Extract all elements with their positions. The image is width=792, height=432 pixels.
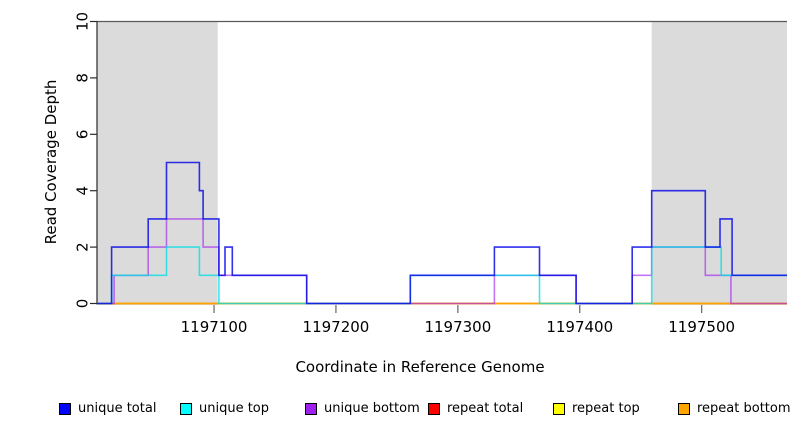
- y-tick-label: 2: [74, 242, 92, 252]
- y-tick-label: 0: [74, 299, 92, 309]
- legend-label: repeat top: [572, 401, 640, 416]
- x-tick-label: 1197300: [424, 318, 491, 336]
- legend-label: unique bottom: [324, 401, 420, 416]
- legend-label: repeat total: [447, 401, 524, 416]
- legend-swatch-unique-total-icon: [59, 402, 71, 415]
- legend-item-unique-top: unique top: [180, 401, 269, 416]
- legend-swatch-repeat-bottom-icon: [678, 402, 690, 415]
- x-tick-label: 1197100: [181, 318, 248, 336]
- x-tick-label: 1197500: [668, 318, 735, 336]
- series-line-unique-total: [97, 161, 787, 305]
- legend-item-unique-bottom: unique bottom: [305, 401, 420, 416]
- y-tick-label: 4: [74, 186, 92, 196]
- y-tick-label: 6: [74, 130, 92, 140]
- legend-swatch-repeat-total-icon: [428, 402, 440, 415]
- x-axis-label: Coordinate in Reference Genome: [295, 358, 545, 376]
- x-tick-label: 1197400: [546, 318, 613, 336]
- legend-item-repeat-total: repeat total: [428, 401, 523, 416]
- legend-label: unique total: [78, 401, 157, 416]
- shaded-region: [651, 21, 787, 305]
- legend-swatch-unique-top-icon: [180, 402, 192, 415]
- y-axis-label: Read Coverage Depth: [42, 79, 60, 245]
- legend-swatch-repeat-top-icon: [553, 402, 565, 415]
- legend-label: repeat bottom: [697, 401, 791, 416]
- y-tick-label: 8: [74, 73, 92, 83]
- legend-item-repeat-bottom: repeat bottom: [678, 401, 791, 416]
- x-tick-label: 1197200: [303, 318, 370, 336]
- y-tick-label: 10: [74, 12, 92, 31]
- legend-item-unique-total: unique total: [59, 401, 156, 416]
- legend-label: unique top: [199, 401, 270, 416]
- legend-item-repeat-top: repeat top: [553, 401, 640, 416]
- legend-swatch-unique-bottom-icon: [305, 402, 317, 415]
